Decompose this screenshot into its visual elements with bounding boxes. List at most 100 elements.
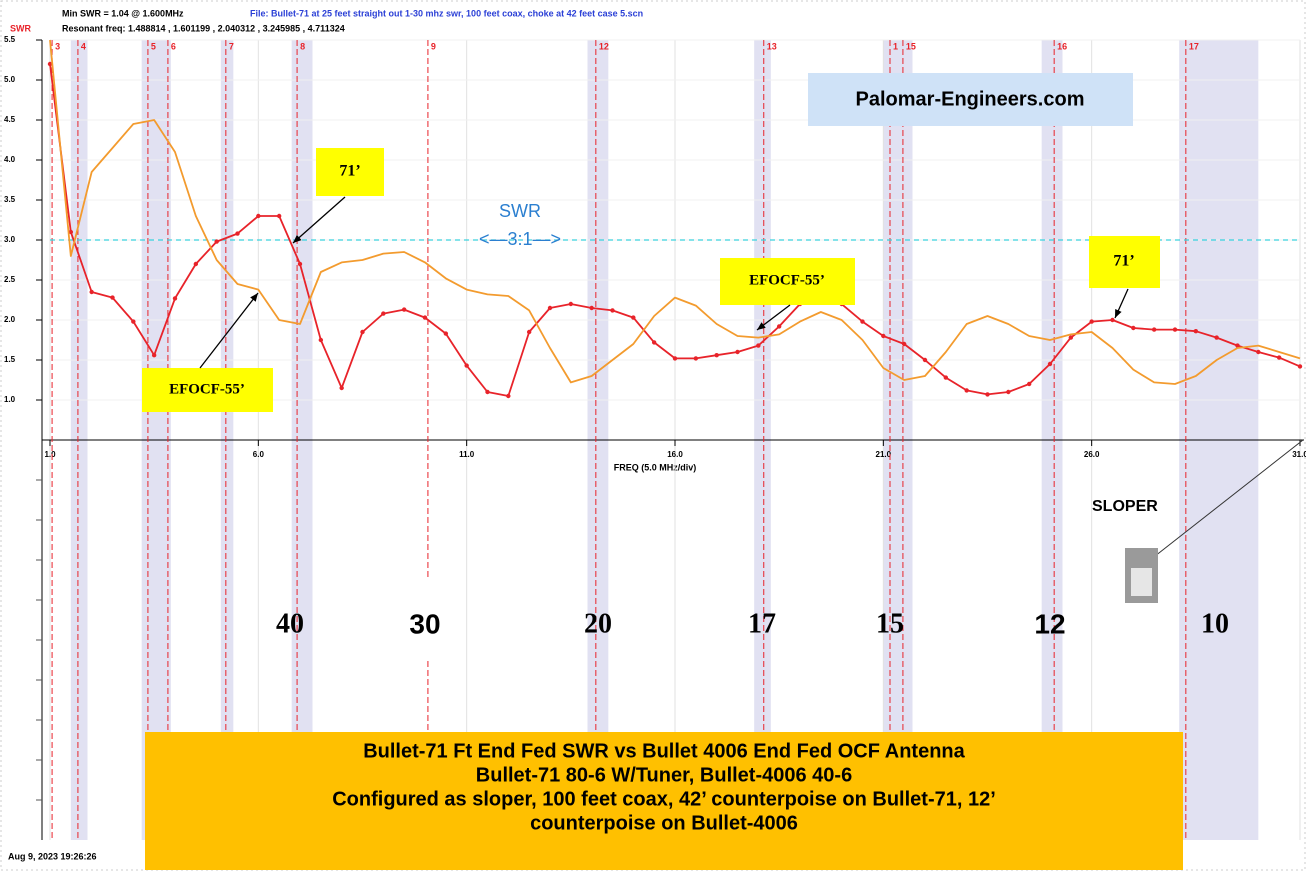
series-point — [68, 229, 74, 235]
series-point — [901, 341, 907, 347]
series-point — [360, 329, 365, 335]
y-tick-label: 4.5 — [4, 115, 16, 124]
y-tick-label: 1.0 — [4, 395, 16, 404]
callout-box — [720, 258, 855, 305]
y-tick-label: 2.5 — [4, 275, 16, 284]
y-axis-label: SWR — [10, 23, 31, 33]
marker-label: 8 — [300, 41, 305, 51]
x-tick-label: 6.0 — [253, 450, 265, 459]
series-point — [443, 331, 449, 336]
series-point — [318, 337, 324, 343]
callout-box — [142, 368, 273, 412]
annotation: 71’ — [339, 163, 360, 180]
series-point — [672, 356, 678, 361]
series-point — [151, 353, 157, 358]
annotation: SWR — [499, 201, 541, 221]
series-point — [568, 301, 574, 307]
series-line — [49, 39, 1301, 385]
series-point — [985, 392, 990, 397]
series-point — [631, 315, 636, 320]
series-point — [1235, 343, 1240, 348]
band-label: 40 — [276, 608, 304, 639]
min-swr: Min SWR = 1.04 @ 1.600MHz — [62, 8, 184, 18]
arrow-head — [1115, 309, 1122, 318]
arrow — [292, 196, 346, 244]
marker-label: 6 — [171, 41, 176, 51]
series-point — [172, 296, 178, 301]
series-point — [1131, 325, 1136, 331]
annotation: Palomar-Engineers.com — [856, 88, 1085, 110]
annotation: EFOCF-55’ — [169, 381, 245, 397]
marker-label: 16 — [1057, 41, 1067, 51]
series-point — [256, 213, 261, 219]
series-point — [235, 231, 240, 236]
marker-label: 5 — [151, 41, 156, 51]
x-tick-label: 21.0 — [876, 450, 892, 459]
title-line: Bullet-71 Ft End Fed SWR vs Bullet 4006 … — [363, 740, 965, 762]
y-tick-label: 5.5 — [4, 35, 16, 44]
x-tick-label: 16.0 — [667, 450, 683, 459]
series-point — [506, 393, 511, 399]
series-point — [422, 315, 428, 320]
series-point — [714, 353, 719, 358]
x-tick-label: 31.0 — [1292, 450, 1306, 459]
series-point — [526, 329, 532, 335]
band-label: 15 — [876, 608, 904, 639]
series-point — [1006, 389, 1011, 395]
y-tick-label: 4.0 — [4, 155, 16, 164]
annotation: EFOCF-55’ — [749, 272, 825, 288]
x-tick-label: 26.0 — [1084, 450, 1100, 459]
y-tick-label: 5.0 — [4, 75, 16, 84]
y-tick-label: 1.5 — [4, 355, 16, 364]
series-point — [193, 261, 199, 267]
y-tick-label: 3.0 — [4, 235, 16, 244]
arrow-head — [757, 322, 766, 330]
device-body — [1131, 568, 1152, 596]
series-point — [1151, 327, 1157, 332]
label-bg — [388, 580, 460, 660]
series-point — [1026, 381, 1032, 387]
series-point — [943, 375, 949, 380]
series-point — [297, 261, 303, 267]
arrow — [199, 292, 259, 369]
callout-box — [316, 148, 384, 196]
series-point — [693, 356, 699, 361]
annotation: <—3:1—> — [479, 229, 561, 249]
band-label: 12 — [1034, 608, 1065, 639]
series-point — [610, 308, 615, 313]
series-point — [1297, 364, 1303, 369]
marker-label: 12 — [599, 41, 609, 51]
series-point — [131, 319, 136, 324]
series-point — [89, 289, 94, 295]
series-point — [1068, 335, 1074, 340]
x-tick-label: 1.0 — [44, 450, 56, 459]
series-point — [776, 324, 782, 329]
series-point — [756, 343, 761, 348]
series-point — [651, 340, 657, 345]
file-name: File: Bullet-71 at 25 feet straight out … — [250, 8, 643, 18]
series-point — [964, 388, 969, 393]
title-box — [145, 732, 1183, 870]
series-point — [110, 295, 115, 300]
series-point — [589, 305, 594, 311]
band-label: 10 — [1201, 608, 1229, 639]
brand-box — [808, 73, 1133, 126]
series-point — [1110, 317, 1115, 323]
title-line: counterpoise on Bullet-4006 — [530, 812, 798, 834]
series-point — [860, 319, 865, 324]
series-point — [547, 305, 553, 311]
y-tick-label: 3.5 — [4, 195, 16, 204]
series-point — [401, 307, 407, 312]
marker-label: 4 — [81, 41, 86, 51]
series-point — [1256, 349, 1261, 355]
series-point — [1047, 361, 1053, 367]
series-point — [214, 239, 219, 244]
series-point — [381, 311, 386, 316]
series-point — [1089, 319, 1094, 324]
arrow-head — [250, 293, 258, 302]
marker-label: 13 — [767, 41, 777, 51]
x-tick-label: 11.0 — [459, 450, 475, 459]
marker-label: 15 — [906, 41, 916, 51]
